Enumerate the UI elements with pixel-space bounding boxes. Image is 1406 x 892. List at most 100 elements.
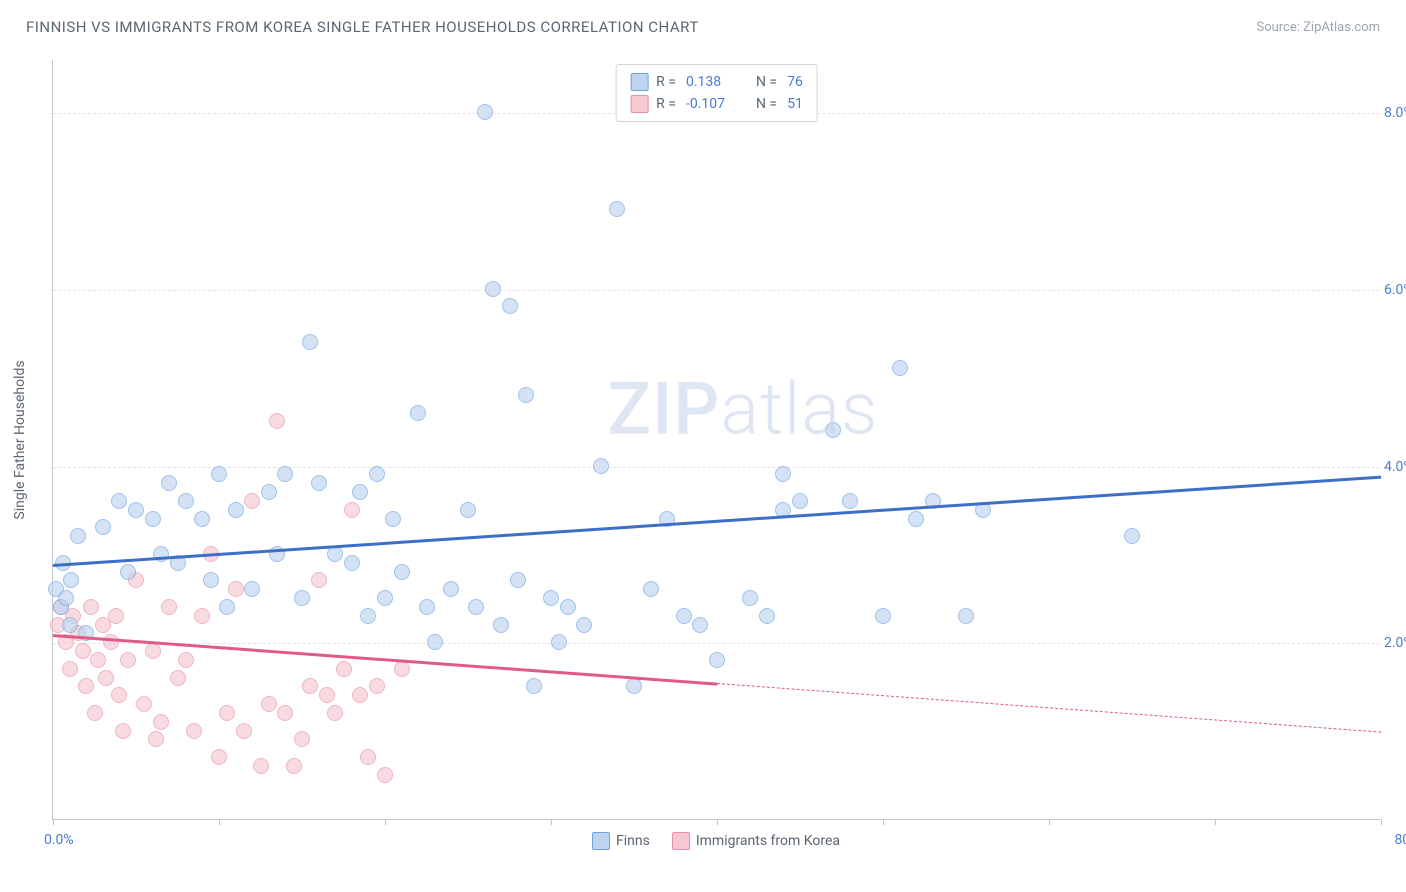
scatter-point xyxy=(103,634,119,650)
watermark-text: ZIPatlas xyxy=(608,367,879,452)
y-tick-label: 4.0% xyxy=(1384,459,1406,475)
scatter-point xyxy=(477,104,493,120)
y-tick-label: 6.0% xyxy=(1384,282,1406,298)
scatter-point xyxy=(792,493,808,509)
source-label: Source: ZipAtlas.com xyxy=(1256,20,1380,35)
scatter-point xyxy=(294,731,310,747)
legend-series: Finns Immigrants from Korea xyxy=(592,832,840,850)
scatter-point xyxy=(120,652,136,668)
scatter-point xyxy=(360,608,376,624)
legend-n-value: 76 xyxy=(787,74,803,90)
scatter-point xyxy=(560,599,576,615)
scatter-point xyxy=(111,687,127,703)
scatter-point xyxy=(203,572,219,588)
scatter-point xyxy=(344,555,360,571)
scatter-point xyxy=(115,723,131,739)
x-axis-min-label: 0.0% xyxy=(44,832,74,848)
x-tick xyxy=(1381,819,1382,825)
x-tick xyxy=(219,819,220,825)
x-tick xyxy=(717,819,718,825)
scatter-point xyxy=(593,458,609,474)
scatter-point xyxy=(551,634,567,650)
scatter-point xyxy=(327,546,343,562)
scatter-point xyxy=(58,590,74,606)
x-tick xyxy=(385,819,386,825)
x-tick xyxy=(1049,819,1050,825)
scatter-point xyxy=(576,617,592,633)
chart-container: Single Father Households ZIPatlas R =0.1… xyxy=(52,60,1380,820)
x-tick xyxy=(1215,819,1216,825)
scatter-point xyxy=(128,502,144,518)
scatter-point xyxy=(543,590,559,606)
legend-swatch xyxy=(672,832,690,850)
scatter-point xyxy=(775,466,791,482)
scatter-point xyxy=(676,608,692,624)
scatter-point xyxy=(70,528,86,544)
y-tick-label: 8.0% xyxy=(1384,105,1406,121)
x-tick xyxy=(551,819,552,825)
scatter-point xyxy=(62,617,78,633)
scatter-point xyxy=(108,608,124,624)
scatter-point xyxy=(302,678,318,694)
x-tick xyxy=(883,819,884,825)
scatter-point xyxy=(468,599,484,615)
scatter-point xyxy=(78,678,94,694)
source-prefix: Source: xyxy=(1256,20,1303,35)
scatter-point xyxy=(377,767,393,783)
scatter-point xyxy=(228,502,244,518)
scatter-point xyxy=(269,413,285,429)
gridline xyxy=(53,467,1380,468)
legend-r-label: R = xyxy=(656,74,676,90)
scatter-point xyxy=(692,617,708,633)
scatter-point xyxy=(759,608,775,624)
scatter-point xyxy=(261,484,277,500)
scatter-point xyxy=(360,749,376,765)
scatter-point xyxy=(244,581,260,597)
scatter-point xyxy=(95,519,111,535)
scatter-point xyxy=(186,723,202,739)
y-tick-label: 2.0% xyxy=(1384,635,1406,651)
legend-swatch xyxy=(630,73,648,91)
scatter-point xyxy=(90,652,106,668)
scatter-point xyxy=(261,696,277,712)
legend-series-item: Immigrants from Korea xyxy=(672,832,840,850)
scatter-point xyxy=(485,281,501,297)
scatter-point xyxy=(443,581,459,597)
chart-title: FINNISH VS IMMIGRANTS FROM KOREA SINGLE … xyxy=(26,18,699,36)
x-tick xyxy=(53,819,54,825)
scatter-point xyxy=(385,511,401,527)
scatter-point xyxy=(236,723,252,739)
scatter-point xyxy=(219,599,235,615)
legend-r-value: 0.138 xyxy=(686,74,740,90)
legend-correlation-row: R =-0.107N =51 xyxy=(630,93,803,115)
scatter-point xyxy=(311,572,327,588)
scatter-point xyxy=(842,493,858,509)
scatter-point xyxy=(377,590,393,606)
scatter-point xyxy=(460,502,476,518)
legend-series-label: Immigrants from Korea xyxy=(696,833,840,849)
scatter-point xyxy=(277,705,293,721)
scatter-point xyxy=(410,405,426,421)
scatter-point xyxy=(178,493,194,509)
trendline xyxy=(53,634,717,685)
scatter-point xyxy=(369,678,385,694)
gridline xyxy=(53,290,1380,291)
scatter-point xyxy=(228,581,244,597)
scatter-point xyxy=(153,714,169,730)
scatter-point xyxy=(62,661,78,677)
legend-r-value: -0.107 xyxy=(686,96,740,112)
scatter-point xyxy=(294,590,310,606)
scatter-point xyxy=(194,608,210,624)
scatter-point xyxy=(427,634,443,650)
trendline xyxy=(53,475,1381,566)
scatter-point xyxy=(145,643,161,659)
scatter-point xyxy=(327,705,343,721)
scatter-point xyxy=(244,493,260,509)
scatter-point xyxy=(211,466,227,482)
legend-series-item: Finns xyxy=(592,832,650,850)
scatter-point xyxy=(742,590,758,606)
scatter-point xyxy=(145,511,161,527)
scatter-point xyxy=(369,466,385,482)
scatter-point xyxy=(419,599,435,615)
legend-r-label: R = xyxy=(656,96,676,112)
